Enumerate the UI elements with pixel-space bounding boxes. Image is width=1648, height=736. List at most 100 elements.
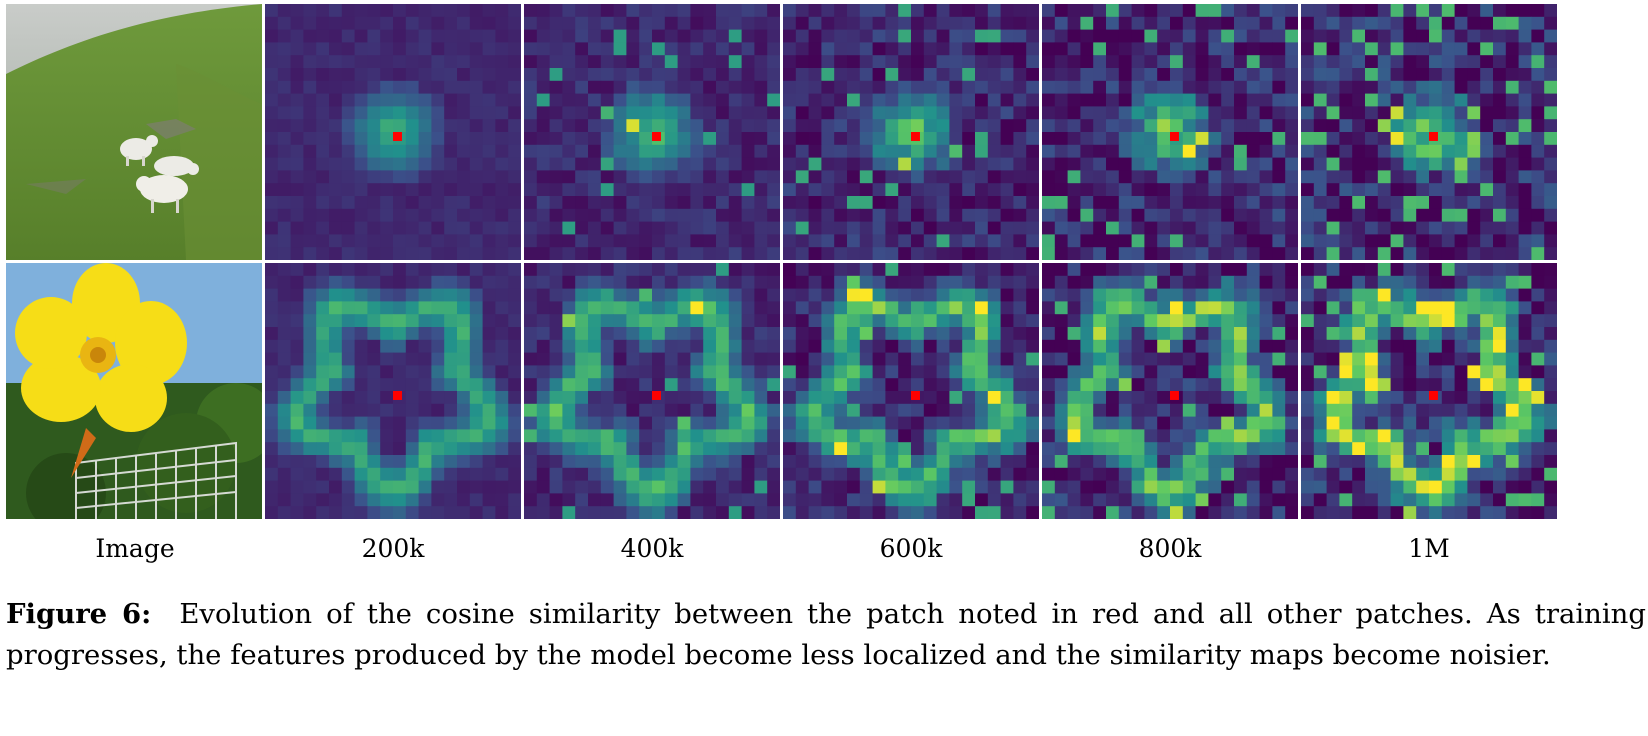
heatmap-cell — [898, 157, 912, 171]
heatmap-cell — [1531, 263, 1545, 277]
heatmap-cell — [1467, 221, 1481, 235]
heatmap-cell — [444, 352, 458, 366]
heatmap-cell — [1157, 144, 1171, 159]
heatmap-cell — [457, 16, 471, 31]
heatmap-cell — [1352, 4, 1366, 18]
heatmap-cell — [1118, 106, 1133, 120]
heatmap-cell — [1505, 208, 1520, 223]
heatmap-cell — [1259, 170, 1273, 184]
heatmap-cell — [795, 327, 810, 341]
heatmap-cell — [418, 247, 432, 260]
heatmap-cell — [316, 467, 330, 482]
heatmap-cell — [1157, 288, 1171, 302]
heatmap-cell — [834, 234, 848, 248]
heatmap-cell — [898, 391, 912, 405]
heatmap-cell — [975, 403, 989, 418]
heatmap-cell — [1454, 170, 1468, 184]
heatmap-cell — [265, 132, 279, 146]
sheep-1 — [120, 135, 158, 166]
heatmap-cell — [949, 416, 963, 430]
heatmap-cell — [923, 4, 938, 18]
heatmap-cell — [1118, 314, 1133, 328]
heatmap-cell — [1531, 480, 1545, 494]
heatmap-cell — [1518, 4, 1532, 18]
heatmap-cell — [1454, 4, 1468, 18]
heatmap-cell — [1429, 480, 1443, 494]
heatmap-cell — [808, 93, 822, 107]
heatmap-cell — [741, 391, 755, 405]
heatmap-cell — [277, 196, 292, 210]
heatmap-cell — [1339, 352, 1353, 366]
heatmap-cell — [1339, 493, 1353, 507]
heatmap-cell — [911, 288, 925, 302]
heatmap-cell — [1505, 42, 1520, 56]
heatmap-cell — [1365, 378, 1379, 392]
heatmap-cell — [524, 119, 538, 133]
heatmap-cell — [1518, 208, 1532, 223]
heatmap-cell — [1259, 391, 1273, 405]
heatmap-cell — [1182, 314, 1197, 328]
heatmap-cell — [277, 288, 292, 302]
heatmap-cell — [613, 247, 627, 260]
heatmap-cell — [1118, 480, 1133, 494]
heatmap-cell — [536, 429, 551, 443]
heatmap-cell — [821, 157, 835, 171]
heatmap-cell — [1365, 4, 1379, 18]
heatmap-cell — [1454, 288, 1468, 302]
heatmap-cell — [1093, 327, 1107, 341]
heatmap-cell — [783, 29, 797, 43]
heatmap-cell — [354, 378, 368, 392]
heatmap-cell — [444, 93, 458, 107]
heatmap-cell — [741, 416, 755, 430]
heatmap-cell — [1272, 42, 1286, 56]
heatmap-cell — [1480, 42, 1494, 56]
heatmap-cell — [885, 263, 899, 277]
heatmap-cell — [1144, 55, 1158, 69]
heatmap-cell — [575, 4, 589, 18]
heatmap-cell — [277, 391, 292, 405]
heatmap-cell — [1259, 132, 1273, 146]
heatmap-cell — [923, 170, 938, 184]
heatmap-cell — [536, 288, 551, 302]
heatmap-cell — [1067, 144, 1081, 159]
heatmap-cell — [652, 29, 666, 43]
heatmap-cell — [703, 403, 717, 418]
heatmap-cell — [1208, 16, 1222, 31]
heatmap-cell — [562, 365, 576, 379]
heatmap-cell — [1416, 55, 1430, 69]
figure-caption: Figure 6: Evolution of the cosine simila… — [6, 594, 1646, 676]
heatmap-cell — [549, 378, 563, 392]
heatmap-cell — [1531, 288, 1545, 302]
heatmap-cell — [1403, 119, 1417, 133]
heatmap-cell — [549, 416, 563, 430]
heatmap-cell — [898, 339, 912, 354]
column-label-image: Image — [95, 534, 175, 563]
heatmap-cell — [754, 68, 768, 82]
heatmap-cell — [316, 80, 330, 95]
heatmap-cell — [265, 391, 279, 405]
heatmap-cell — [1259, 157, 1273, 171]
heatmap-cell — [1208, 480, 1222, 494]
heatmap-cell — [1026, 68, 1039, 82]
heatmap-cell — [1246, 55, 1261, 69]
heatmap-cell — [936, 429, 950, 443]
heatmap-cell — [754, 157, 768, 171]
heatmap-cell — [1429, 339, 1443, 354]
heatmap-cell — [1377, 119, 1392, 133]
heatmap-cell — [821, 352, 835, 366]
heatmap-cell — [808, 132, 822, 146]
heatmap-cell — [923, 132, 938, 146]
heatmap-cell — [1093, 352, 1107, 366]
heatmap-cell — [354, 288, 368, 302]
heatmap-cell — [405, 365, 420, 379]
heatmap-cell — [716, 467, 730, 482]
heatmap-cell — [1221, 55, 1235, 69]
heatmap-cell — [872, 391, 886, 405]
heatmap-cell — [795, 288, 810, 302]
heatmap-cell — [1313, 275, 1328, 290]
heatmap-cell — [1067, 183, 1081, 197]
heatmap-cell — [367, 55, 381, 69]
heatmap-cell — [1272, 157, 1286, 171]
heatmap-cell — [549, 391, 563, 405]
heatmap-cell — [1118, 365, 1133, 379]
